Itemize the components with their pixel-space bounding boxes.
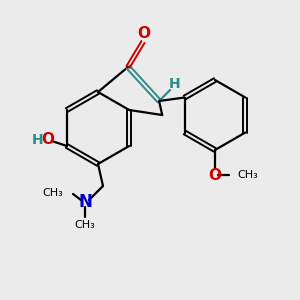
Text: CH₃: CH₃ <box>237 170 258 180</box>
Text: O: O <box>41 133 54 148</box>
Text: CH₃: CH₃ <box>42 188 63 198</box>
Text: O: O <box>137 26 151 41</box>
Text: H: H <box>32 133 44 147</box>
Text: CH₃: CH₃ <box>75 220 95 230</box>
Text: H: H <box>168 77 180 91</box>
Text: O: O <box>208 167 221 182</box>
Text: N: N <box>78 193 92 211</box>
